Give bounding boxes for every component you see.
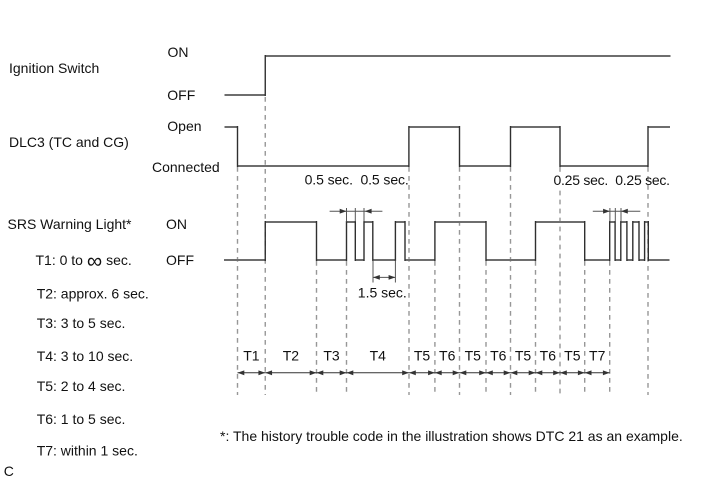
svg-text:T5: T5	[465, 347, 482, 363]
svg-text:T6: T6	[439, 347, 456, 363]
svg-text:0.5 sec. 0.5 sec.: 0.5 sec. 0.5 sec.	[305, 172, 409, 188]
svg-text:T3: 3 to 5 sec.: T3: 3 to 5 sec.	[37, 315, 126, 331]
svg-text:DLC3 (TC and CG): DLC3 (TC and CG)	[9, 134, 129, 150]
svg-text:T3: T3	[323, 347, 340, 363]
svg-text:T4: 3 to 10 sec.: T4: 3 to 10 sec.	[37, 348, 134, 364]
svg-text:Ignition Switch: Ignition Switch	[9, 60, 99, 76]
svg-text:ON: ON	[166, 216, 187, 232]
svg-text:*: The history trouble code in: *: The history trouble code in the illus…	[220, 428, 683, 444]
svg-text:T5: 2 to 4 sec.: T5: 2 to 4 sec.	[37, 378, 126, 394]
svg-text:T7: T7	[589, 347, 606, 363]
svg-text:1.5 sec.: 1.5 sec.	[358, 285, 407, 301]
svg-text:T4: T4	[370, 347, 387, 363]
svg-text:SRS Warning Light*: SRS Warning Light*	[8, 216, 133, 232]
svg-text:ON: ON	[168, 44, 189, 60]
svg-text:0.25 sec. 0.25 sec.: 0.25 sec. 0.25 sec.	[554, 172, 671, 188]
svg-text:C: C	[4, 463, 14, 479]
svg-text:T1: T1	[243, 347, 260, 363]
svg-text:T5: T5	[515, 347, 532, 363]
svg-text:T1: 0 to ∞ sec.: T1: 0 to ∞ sec.	[36, 249, 132, 273]
svg-text:T6: T6	[540, 347, 557, 363]
svg-text:OFF: OFF	[166, 252, 194, 268]
svg-text:T7: within 1 sec.: T7: within 1 sec.	[37, 443, 138, 459]
svg-text:Connected: Connected	[152, 159, 220, 175]
svg-text:T5: T5	[414, 347, 431, 363]
svg-text:T2: T2	[283, 347, 300, 363]
svg-text:T6: 1 to 5 sec.: T6: 1 to 5 sec.	[37, 411, 126, 427]
svg-text:Open: Open	[167, 118, 201, 134]
svg-text:OFF: OFF	[167, 87, 195, 103]
svg-text:T5: T5	[564, 347, 581, 363]
svg-text:T2: approx. 6 sec.: T2: approx. 6 sec.	[37, 285, 149, 301]
svg-text:T6: T6	[490, 347, 507, 363]
